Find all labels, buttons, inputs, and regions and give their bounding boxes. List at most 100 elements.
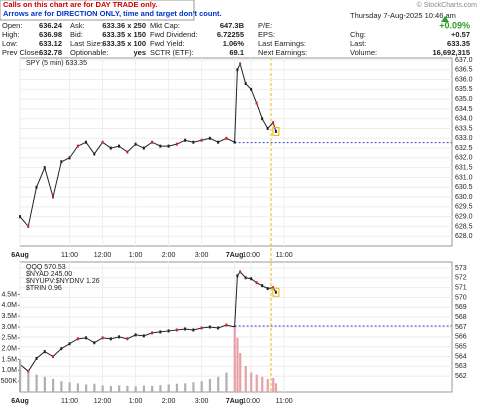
y2-tick-label: 3.0M (1, 324, 17, 331)
quote-value: 1.06% (223, 39, 245, 48)
y2-tick-label: 2.0M (1, 346, 17, 353)
candle (175, 328, 178, 332)
candle (85, 336, 88, 340)
y-tick-label: 572 (455, 275, 467, 282)
volume-bar (274, 383, 278, 392)
candle (233, 140, 236, 144)
volume-bar (118, 385, 121, 392)
volume-bar (93, 383, 96, 392)
candle (93, 152, 96, 156)
y-tick-label: 634.0 (455, 116, 473, 123)
candle (236, 68, 239, 72)
y2-tick-label: 500K (1, 378, 18, 385)
candle (272, 121, 275, 125)
x-tick-label: 1:00 (129, 398, 143, 405)
quote-label: Next Earnings: (258, 48, 307, 57)
quote-value: 16,692,315 (432, 48, 470, 57)
candle (60, 160, 63, 164)
volume-bar (239, 353, 242, 392)
y-tick-label: 630.0 (455, 194, 473, 201)
quote-value: 6.72255 (217, 30, 244, 39)
candle (225, 136, 228, 140)
volume-bar (192, 382, 195, 392)
x-tick-label: 7Aug (226, 252, 244, 259)
candle (200, 138, 203, 142)
watermark: © StockCharts.com (417, 1, 478, 9)
candle (126, 150, 129, 154)
candle (159, 144, 162, 148)
quote-label: Optionable: (70, 48, 108, 57)
y-tick-label: 629.0 (455, 213, 473, 220)
candle (272, 286, 275, 290)
candle (85, 140, 88, 144)
x-tick-label: 11:00 (276, 398, 293, 405)
y-tick-label: 573 (455, 265, 467, 272)
volume-bar (167, 384, 170, 392)
y2-tick-label: 2.5M (1, 335, 17, 342)
candle (93, 341, 96, 345)
volume-bar (200, 381, 203, 392)
x-tick-label: 10:00 (242, 398, 260, 405)
quote-value: 636.24 (39, 21, 63, 30)
quote-label: Last: (350, 39, 366, 48)
notice-line: Arrows are for DIRECTION ONLY, time and … (3, 9, 222, 18)
current-highlight (272, 287, 280, 297)
quote-value: 69.1 (229, 48, 244, 57)
candle (255, 101, 258, 105)
candle (250, 87, 253, 91)
candle (76, 337, 79, 341)
volume-bar (35, 374, 38, 392)
candle (101, 336, 104, 340)
candle (35, 357, 38, 361)
volume-bar (27, 372, 30, 392)
quote-value: +0.57 (451, 30, 470, 39)
candle (244, 81, 247, 85)
y2-tick-label: 4.5M (1, 291, 17, 298)
current-highlight (272, 126, 280, 136)
y-tick-label: 563 (455, 363, 467, 370)
y-tick-label: 567 (455, 324, 467, 331)
y-tick-label: 636.0 (455, 76, 473, 83)
candle (142, 334, 145, 338)
quote-value: 633.12 (39, 39, 62, 48)
candle (43, 350, 46, 354)
quote-value: 633.35 x 100 (102, 39, 146, 48)
volume-bar (272, 377, 275, 392)
y-tick-label: 633.0 (455, 135, 473, 142)
y-tick-label: 635.5 (455, 86, 473, 93)
candle (175, 142, 178, 146)
candle (167, 329, 170, 333)
y-tick-label: 631.0 (455, 174, 473, 181)
candle (200, 326, 203, 330)
candle (274, 290, 277, 294)
x-tick-label: 1:00 (129, 252, 143, 259)
quote-label: Fwd Dividend: (150, 30, 198, 39)
candle (274, 129, 277, 133)
quote-value: +0.09% (439, 20, 470, 30)
candle (217, 140, 220, 144)
candle (266, 127, 269, 130)
legend-entry: $NYUPV:$NYDNV 1.26 (26, 278, 100, 285)
y-tick-label: 636.5 (455, 67, 473, 74)
x-tick-label: 11:00 (276, 252, 293, 259)
volume-bar (225, 372, 228, 392)
candle (261, 117, 264, 121)
candle (159, 330, 162, 334)
candle (27, 224, 30, 228)
candle (126, 337, 129, 341)
candle (118, 335, 121, 339)
x-tick-label: 3:00 (195, 398, 209, 405)
volume-bar (52, 379, 55, 392)
volume-bar (43, 376, 46, 392)
quote-value: 633.35 x 150 (102, 30, 146, 39)
y-tick-label: 631.5 (455, 165, 473, 172)
candle (101, 140, 104, 144)
candle (236, 274, 239, 278)
volume-bar (101, 385, 104, 392)
date: Thursday 7-Aug-2025 10:46 am (350, 11, 456, 20)
volume-bar (19, 359, 22, 392)
quote-value: 632.78 (39, 48, 62, 57)
y-tick-label: 628.0 (455, 233, 473, 240)
up-arrow (441, 16, 449, 22)
